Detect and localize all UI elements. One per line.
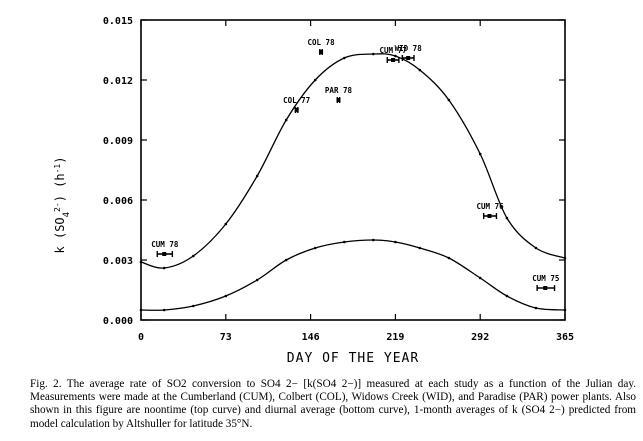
- x-tick-label: 219: [386, 332, 404, 343]
- noontime-point: [505, 216, 509, 220]
- y-axis-label: k (SO42-) (h-1): [53, 157, 73, 254]
- noontime-point: [447, 98, 451, 102]
- noontime-curve: [140, 53, 566, 269]
- noontime-point: [478, 152, 482, 156]
- x-tick-label: 365: [556, 332, 574, 343]
- measurement-label: COL 77: [283, 96, 310, 105]
- noontime-point: [372, 52, 375, 56]
- measurement-label: PAR 78: [325, 86, 353, 95]
- diurnal-point: [284, 258, 288, 262]
- measurement-marker: [336, 98, 341, 102]
- x-tick-label: 292: [471, 332, 489, 343]
- noontime-point: [191, 254, 195, 258]
- measurement-label: CUM 75: [532, 274, 559, 283]
- measurement-label: WID 78: [395, 44, 423, 53]
- noontime-point: [418, 68, 422, 72]
- y-tick-label: 0.003: [103, 256, 133, 267]
- measurement-marker: [391, 58, 396, 62]
- x-tick-label: 146: [302, 332, 320, 343]
- diurnal-point: [255, 278, 259, 282]
- measurement-label: COL 78: [308, 38, 336, 47]
- noontime-point: [255, 174, 259, 178]
- diurnal-point: [418, 246, 422, 250]
- diurnal-point: [563, 308, 567, 312]
- plot-frame: [140, 19, 566, 321]
- x-axis-ticks: 0 73 146 219 292 365: [138, 20, 574, 343]
- noontime-point: [394, 54, 397, 58]
- measurement-label: CUM 78: [151, 240, 179, 249]
- diurnal-point: [224, 294, 228, 298]
- measurement-marker: [543, 286, 548, 290]
- y-tick-label: 0.000: [103, 316, 133, 327]
- diurnal-point: [191, 304, 195, 308]
- noontime-point: [313, 78, 317, 82]
- y-axis-ticks: 0.000 0.003 0.006 0.009 0.012 0.015: [103, 16, 565, 327]
- diurnal-point: [139, 308, 143, 312]
- diurnal-point: [394, 240, 397, 244]
- measurement-marker: [406, 56, 411, 60]
- diurnal-point: [447, 256, 451, 260]
- diurnal-point: [372, 238, 375, 242]
- noontime-point: [534, 246, 538, 250]
- y-tick-label: 0.012: [103, 76, 133, 87]
- diurnal-point: [534, 306, 538, 310]
- figure-caption: Fig. 2. The average rate of SO2 conversi…: [30, 378, 636, 431]
- measurement-marker: [294, 108, 299, 112]
- diurnal-point: [505, 294, 509, 298]
- y-axis-label-text: k (SO42-) (h-1): [53, 157, 73, 254]
- chart: 0.000 0.003 0.006 0.009 0.012 0.015 0 73 146 219…: [53, 16, 575, 366]
- measurement-marker: [487, 214, 492, 218]
- measurement-marker: [162, 252, 167, 256]
- model-curves: [139, 52, 567, 312]
- y-tick-label: 0.015: [103, 16, 133, 27]
- x-tick-label: 73: [220, 332, 232, 343]
- noontime-point: [284, 118, 288, 122]
- noontime-point: [162, 266, 166, 270]
- x-axis-label: DAY OF THE YEAR: [287, 351, 419, 366]
- measurement-marker: [319, 50, 324, 54]
- noontime-point: [342, 56, 346, 60]
- measurement-label: CUM 76: [477, 202, 505, 211]
- y-tick-label: 0.009: [103, 136, 133, 147]
- diurnal-point: [478, 276, 482, 280]
- noontime-point: [139, 260, 143, 264]
- noontime-point: [563, 256, 567, 260]
- diurnal-point: [313, 246, 317, 250]
- measurement-label: CUM 77: [380, 46, 407, 55]
- diurnal-point: [162, 308, 166, 312]
- y-tick-label: 0.006: [103, 196, 133, 207]
- diurnal-curve: [140, 239, 566, 311]
- diurnal-point: [342, 240, 346, 244]
- caption-text: Fig. 2. The average rate of SO2 conversi…: [30, 378, 636, 430]
- x-tick-label: 0: [138, 332, 144, 343]
- noontime-point: [224, 222, 228, 226]
